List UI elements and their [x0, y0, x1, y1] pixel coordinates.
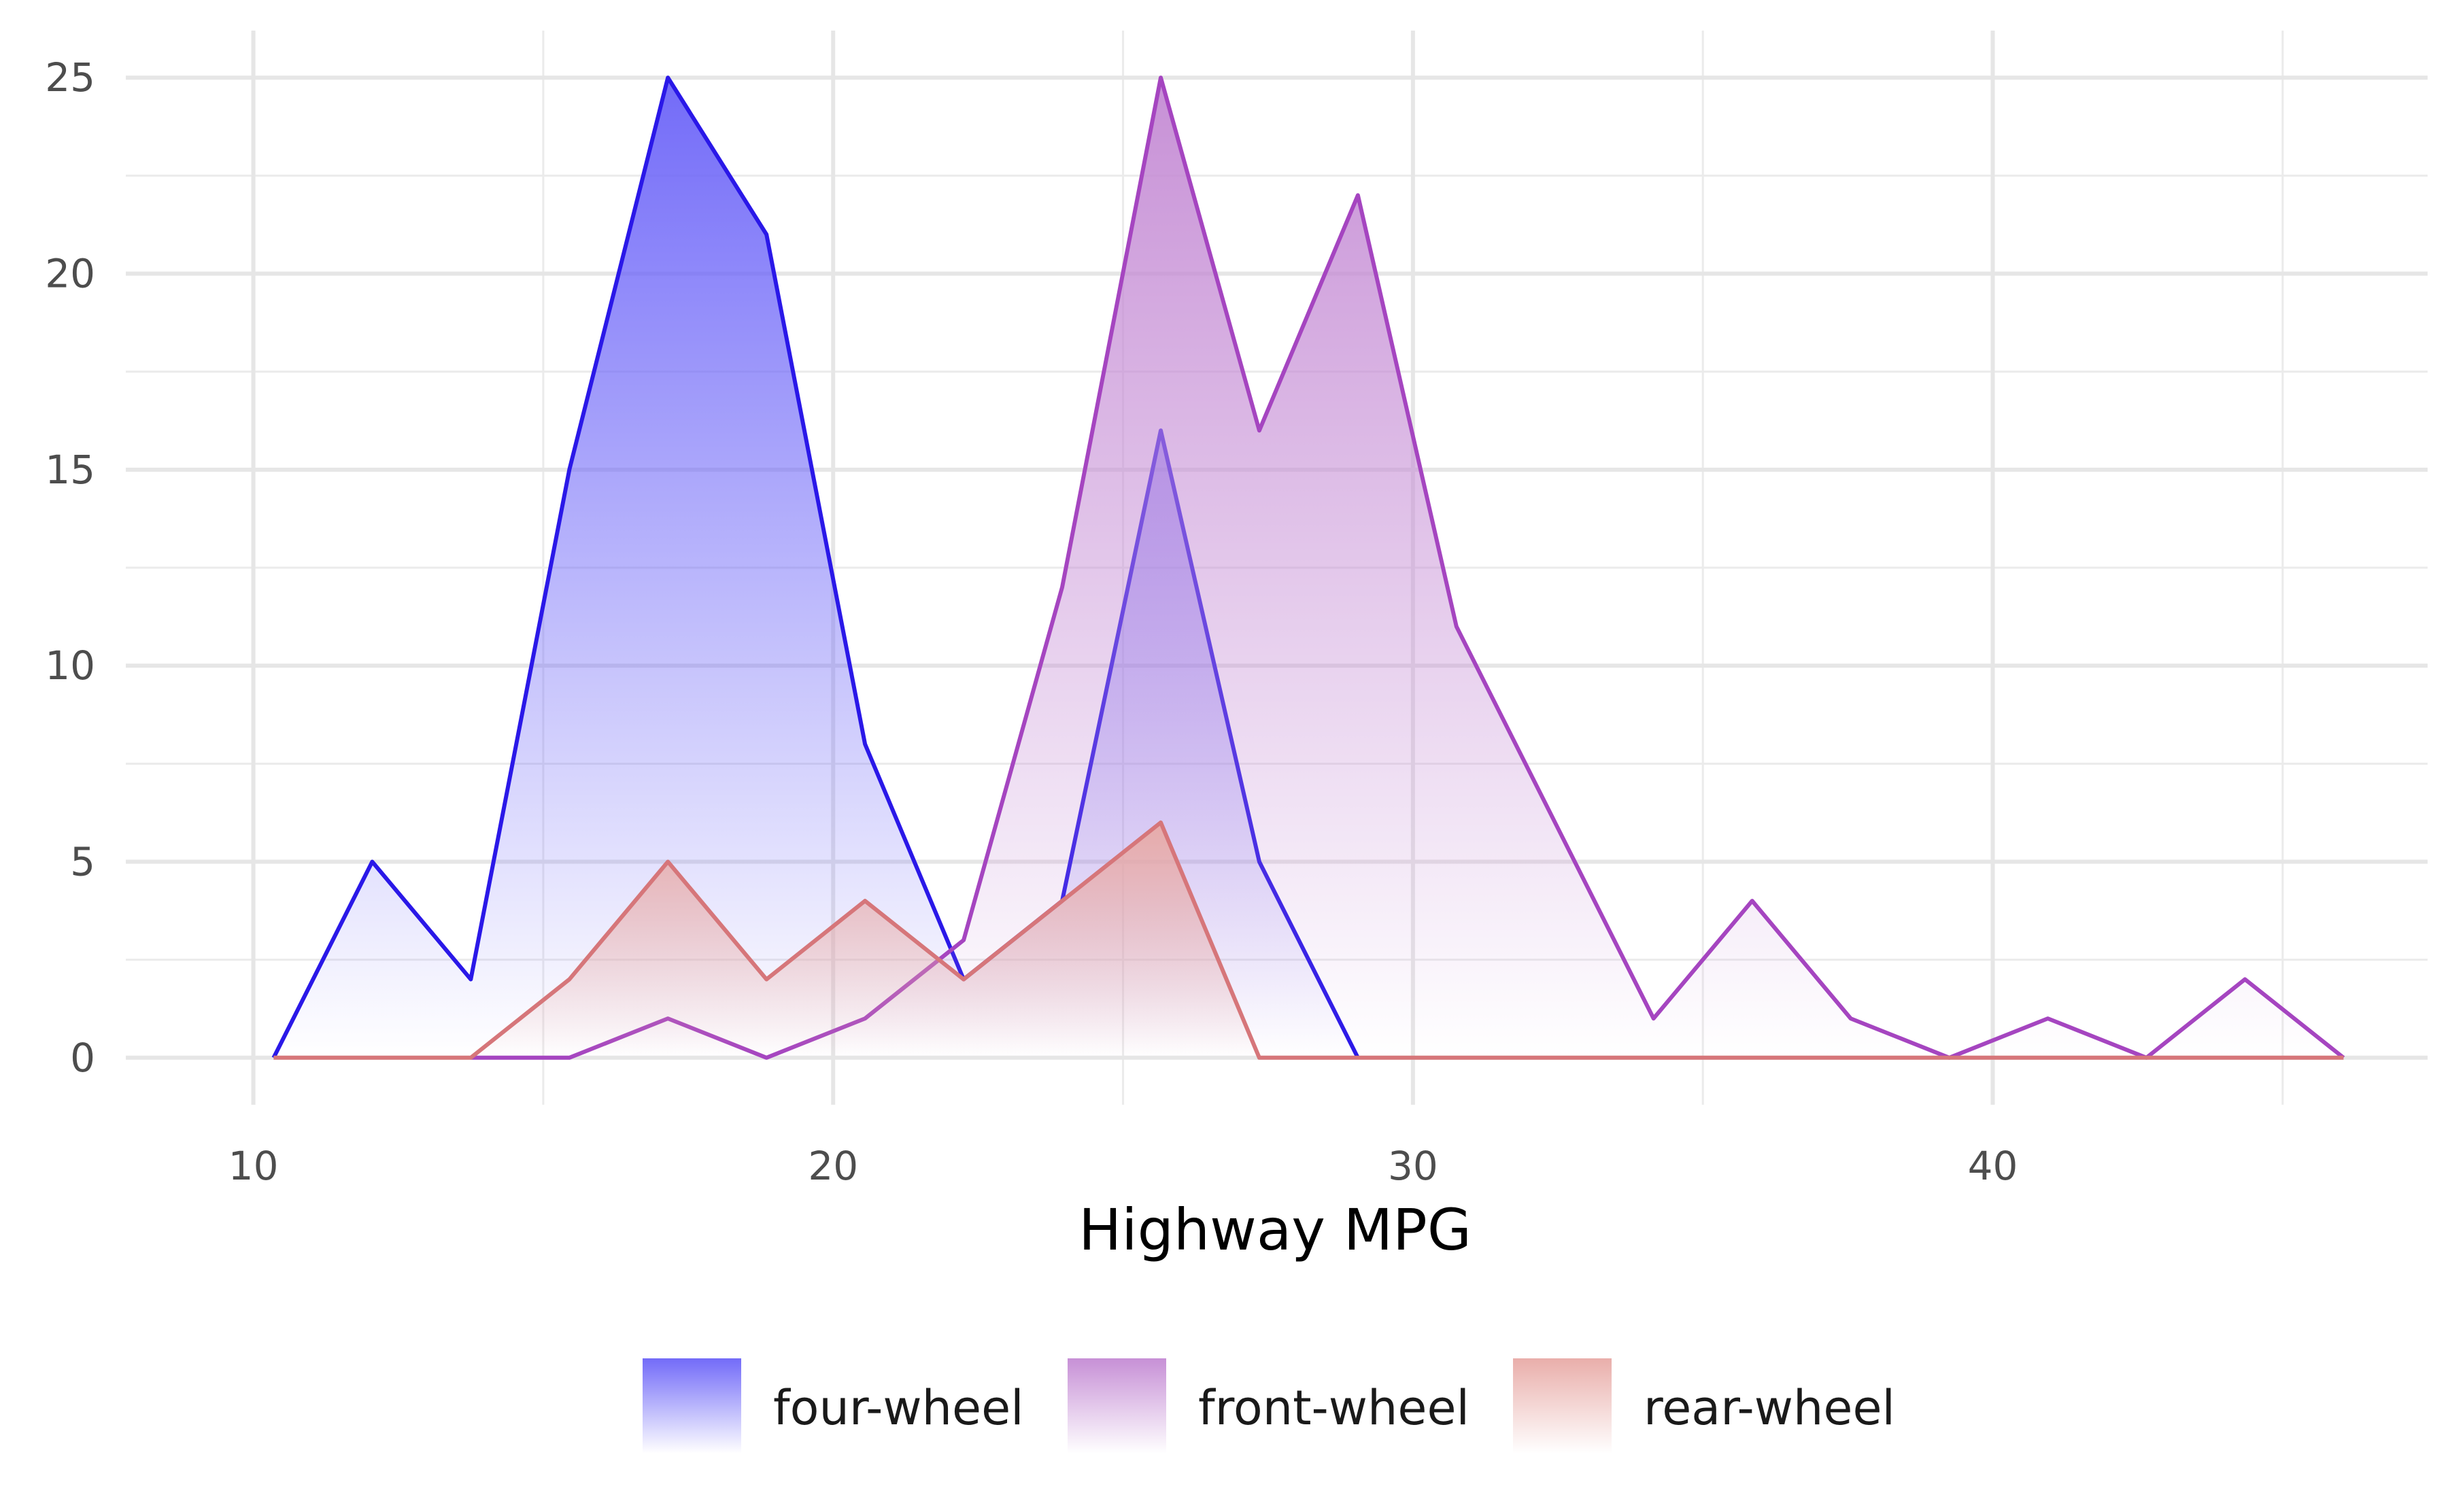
x-tick-label: 30 — [1388, 1143, 1438, 1189]
y-tick-label: 10 — [45, 642, 95, 689]
y-tick-label: 0 — [70, 1035, 95, 1081]
y-tick-label: 20 — [45, 251, 95, 297]
line-rear-wheel — [273, 820, 2344, 1060]
area-front-wheel — [471, 78, 2344, 1058]
area-rear-wheel — [273, 822, 2344, 1058]
x-tick-label: 40 — [1968, 1143, 2018, 1189]
legend-label-four-wheel: four-wheel — [773, 1380, 1024, 1436]
legend-key-front-wheel — [1068, 1358, 1166, 1454]
x-tick-label: 10 — [228, 1143, 279, 1189]
y-tick-label: 15 — [45, 447, 95, 493]
legend-label-rear-wheel: rear-wheel — [1644, 1380, 1895, 1436]
legend-key-rear-wheel — [1513, 1358, 1612, 1454]
x-axis-title: Highway MPG — [1078, 1197, 1472, 1263]
legend-label-front-wheel: front-wheel — [1198, 1380, 1469, 1436]
legend-item-four-wheel: four-wheel — [643, 1358, 1024, 1454]
series-areas — [271, 75, 2345, 1060]
legend-key-four-wheel — [643, 1358, 741, 1454]
x-tick-label: 20 — [808, 1143, 858, 1189]
y-tick-label: 5 — [70, 838, 95, 884]
axes: 10 20 30 40 0 5 10 15 20 25 — [45, 54, 2018, 1189]
legend: four-wheel front-wheel rear-wheel — [643, 1358, 1895, 1454]
series-rear-wheel — [273, 820, 2344, 1060]
legend-item-rear-wheel: rear-wheel — [1513, 1358, 1895, 1454]
legend-item-front-wheel: front-wheel — [1068, 1358, 1469, 1454]
y-tick-label: 25 — [45, 54, 95, 101]
